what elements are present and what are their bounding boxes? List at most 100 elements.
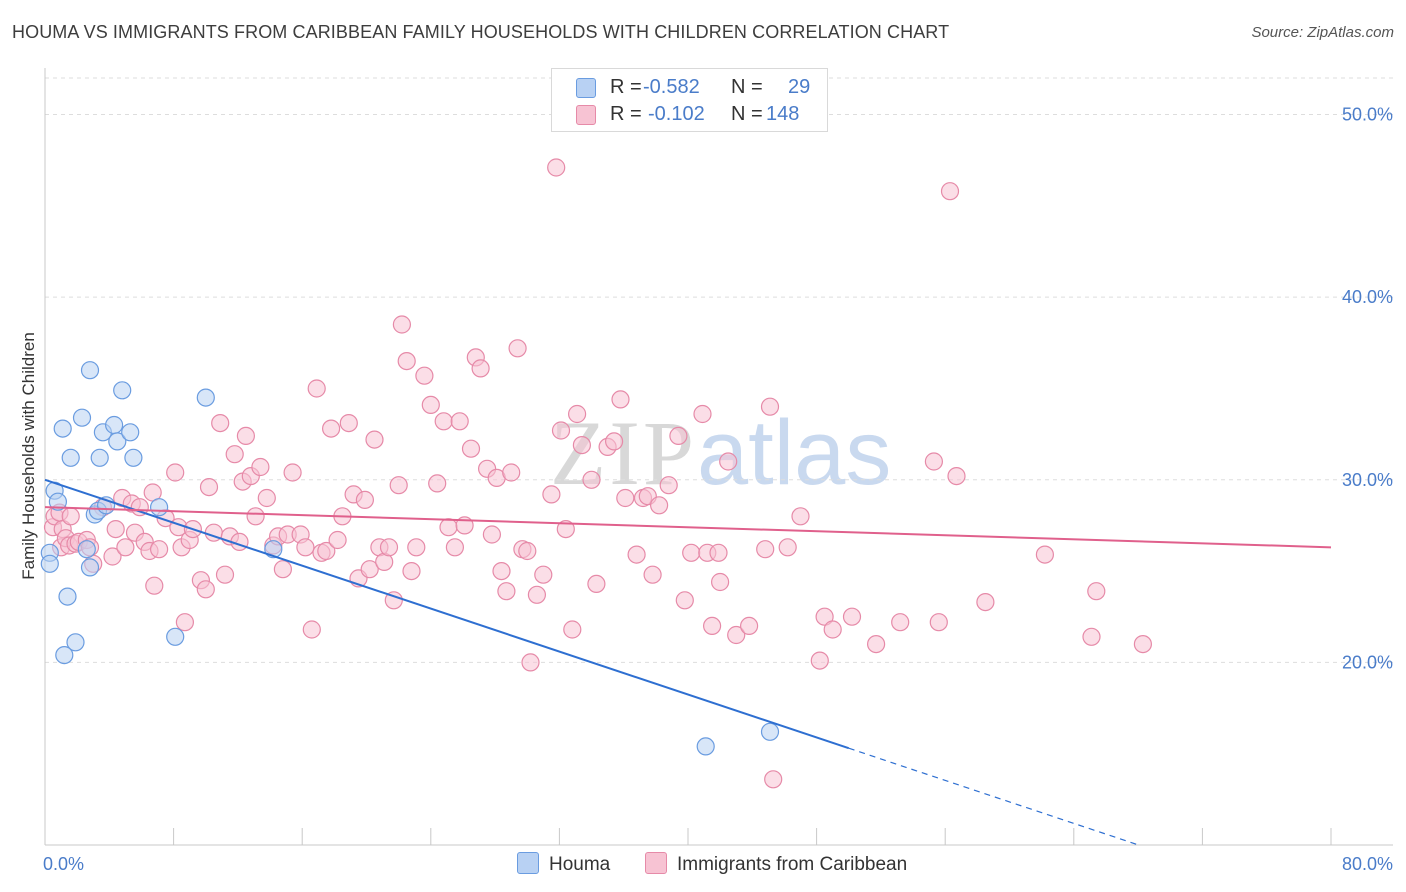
n-label: N = xyxy=(731,103,763,125)
caribbean-point xyxy=(236,426,255,445)
caribbean-point xyxy=(302,620,321,639)
caribbean-point xyxy=(365,430,384,449)
caribbean-point xyxy=(175,613,194,632)
houma-point xyxy=(760,722,780,741)
y-tick-label: 20.0% xyxy=(1342,652,1393,672)
caribbean-point xyxy=(355,490,374,509)
caribbean-point xyxy=(727,625,746,645)
caribbean-swatch xyxy=(576,105,596,125)
caribbean-point xyxy=(116,538,135,557)
houma-point xyxy=(113,381,132,400)
caribbean-point xyxy=(534,565,553,584)
houma-point xyxy=(80,558,100,577)
caribbean-point xyxy=(518,541,537,561)
caribbean-point xyxy=(1133,634,1153,654)
caribbean-point xyxy=(659,476,678,495)
caribbean-point xyxy=(604,432,624,451)
caribbean-point xyxy=(563,620,582,639)
y-tick-label: 40.0% xyxy=(1342,287,1393,307)
caribbean-point xyxy=(379,538,399,557)
axes xyxy=(44,68,1393,846)
r-label: R = xyxy=(610,103,642,125)
caribbean-point xyxy=(502,463,521,482)
houma-point xyxy=(108,432,127,451)
houma-point xyxy=(48,492,68,511)
caribbean-point xyxy=(675,591,694,610)
caribbean-point xyxy=(649,496,669,515)
houma-point xyxy=(196,388,215,407)
caribbean-point xyxy=(567,404,587,424)
caribbean-point xyxy=(582,470,601,489)
houma-points xyxy=(40,361,780,756)
houma-point xyxy=(61,448,80,467)
trend-lines xyxy=(44,478,1332,846)
caribbean-point xyxy=(810,651,829,670)
caribbean-point xyxy=(246,507,265,526)
caribbean-point xyxy=(682,543,701,562)
caribbean-point xyxy=(471,359,490,378)
caribbean-point xyxy=(924,452,944,471)
r-value: -0.582 xyxy=(643,76,700,98)
houma-swatch xyxy=(517,852,539,874)
caribbean-point xyxy=(397,352,416,371)
legend-item-houma: Houma xyxy=(517,852,610,876)
caribbean-point xyxy=(257,488,276,508)
caribbean-point xyxy=(434,412,453,431)
caribbean-swatch xyxy=(645,852,667,874)
caribbean-point xyxy=(627,545,646,564)
legend-label-caribbean: Immigrants from Caribbean xyxy=(677,854,908,875)
n-value: 148 xyxy=(766,103,800,125)
caribbean-point xyxy=(739,616,759,636)
caribbean-point xyxy=(407,538,426,557)
caribbean-point xyxy=(556,519,575,539)
caribbean-point xyxy=(497,582,516,601)
legend-label-houma: Houma xyxy=(549,854,611,875)
caribbean-point xyxy=(103,547,122,566)
caribbean-point xyxy=(693,404,712,424)
tick-labels: 20.0% 30.0% 40.0% 50.0% 0.0% 80.0% xyxy=(43,105,1393,874)
caribbean-point xyxy=(322,419,341,438)
houma-point xyxy=(150,498,169,517)
caribbean-point xyxy=(791,507,810,526)
caribbean-trend-line xyxy=(44,506,1332,549)
caribbean-point xyxy=(669,426,688,445)
caribbean-point xyxy=(360,560,379,579)
n-value: 29 xyxy=(788,76,811,98)
caribbean-point xyxy=(199,478,219,497)
caribbean-point xyxy=(616,488,635,508)
caribbean-point xyxy=(196,580,215,599)
houma-point xyxy=(90,448,109,467)
y-tick-label: 50.0% xyxy=(1342,105,1393,125)
caribbean-point xyxy=(521,653,540,672)
caribbean-point xyxy=(251,457,270,477)
caribbean-point xyxy=(225,445,244,464)
caribbean-point xyxy=(929,613,948,632)
caribbean-point xyxy=(421,395,440,414)
caribbean-point xyxy=(402,561,421,581)
caribbean-point xyxy=(384,591,403,610)
caribbean-point xyxy=(482,525,501,544)
caribbean-point xyxy=(1035,545,1055,564)
caribbean-point xyxy=(947,467,966,486)
houma-swatch xyxy=(576,78,596,98)
caribbean-point xyxy=(273,560,292,579)
caribbean-point xyxy=(130,498,149,517)
legend-item-caribbean: Immigrants from Caribbean xyxy=(645,852,907,876)
caribbean-point xyxy=(339,414,358,433)
caribbean-point xyxy=(145,576,164,595)
caribbean-point xyxy=(611,390,630,409)
houma-point xyxy=(72,408,92,427)
caribbean-point xyxy=(428,474,447,493)
houma-trend-extension xyxy=(848,747,1139,846)
caribbean-point xyxy=(764,770,783,789)
houma-point xyxy=(66,633,85,652)
caribbean-point xyxy=(211,414,230,433)
caribbean-point xyxy=(439,518,458,537)
houma-point xyxy=(80,361,100,380)
houma-point xyxy=(264,540,283,559)
caribbean-point xyxy=(166,463,185,482)
caribbean-point xyxy=(866,634,886,654)
caribbean-point xyxy=(976,592,995,612)
caribbean-point xyxy=(891,613,910,632)
r-value: -0.102 xyxy=(648,103,705,125)
